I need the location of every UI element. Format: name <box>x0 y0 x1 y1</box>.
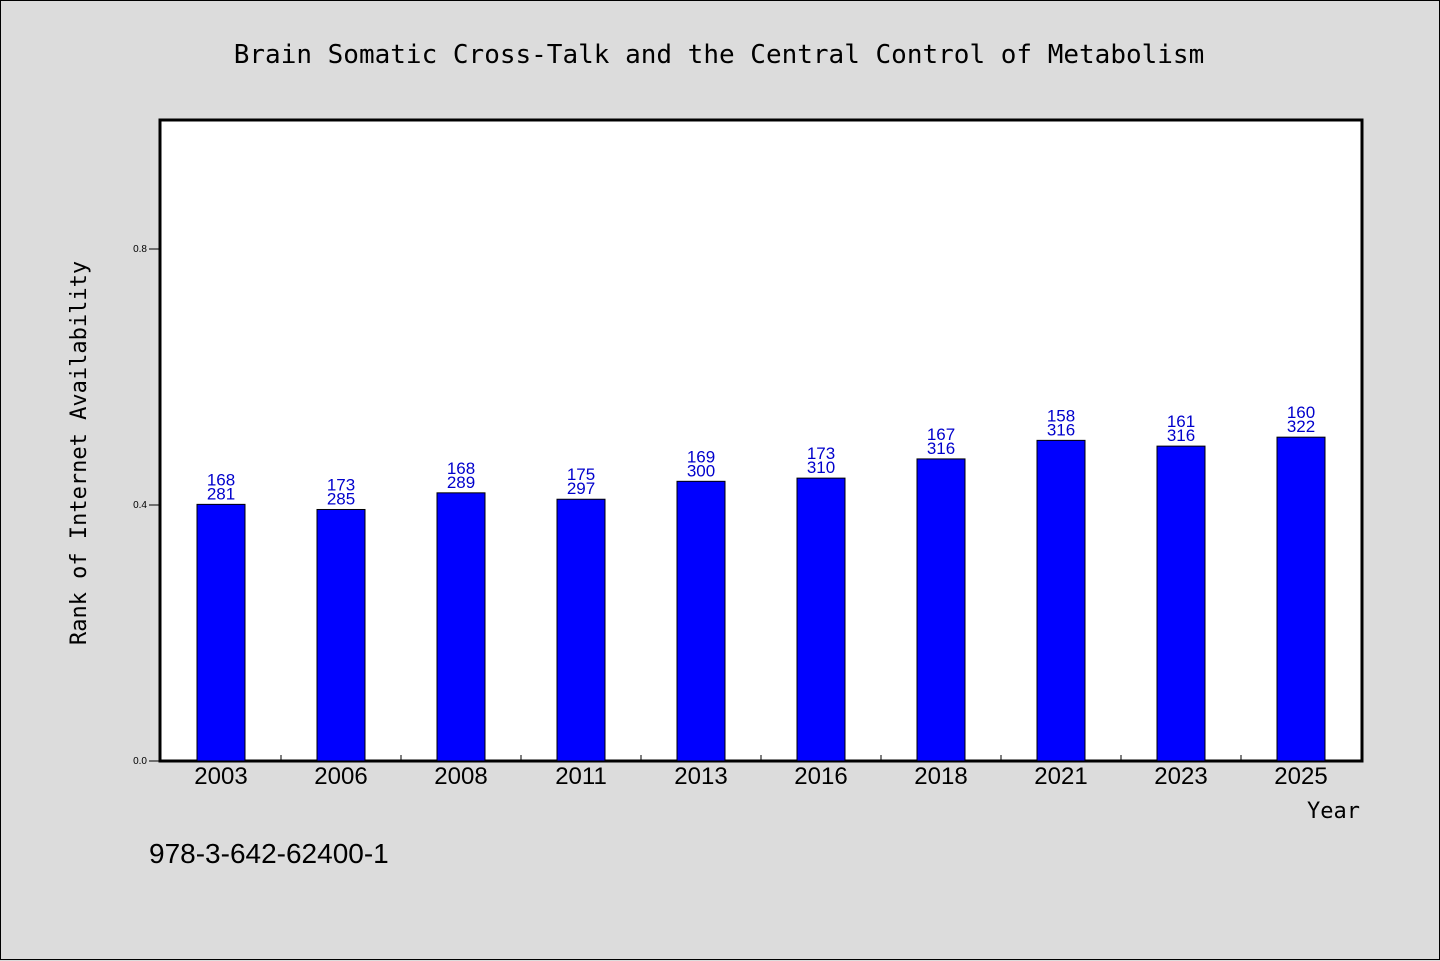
bar-label-bottom-2003: 281 <box>207 484 235 503</box>
bar-label-bottom-2018: 316 <box>927 439 955 458</box>
bar-label-top-2016: 173 <box>807 444 835 463</box>
y-tick-label: 0.0 <box>133 756 147 767</box>
bar-label-bottom-2008: 289 <box>447 473 475 492</box>
bar-label-top-2023: 161 <box>1167 412 1195 431</box>
bar-label-top-2008: 168 <box>447 459 475 478</box>
bar-2006 <box>316 508 366 762</box>
bar-label-bottom-2021: 316 <box>1047 420 1075 439</box>
bar-label-top-2013: 169 <box>687 447 715 466</box>
x-tick-label-2018: 2018 <box>914 763 967 790</box>
bar-2008 <box>436 492 486 762</box>
x-tick-label-2006: 2006 <box>314 763 367 790</box>
x-tick-label-2023: 2023 <box>1154 763 1207 790</box>
chart-title: Brain Somatic Cross-Talk and the Central… <box>234 40 1205 70</box>
bar-label-top-2025: 160 <box>1287 403 1315 422</box>
x-axis-label: Year <box>1307 799 1360 824</box>
y-tick-label: 0.4 <box>133 500 147 511</box>
bar-label-top-2003: 168 <box>207 470 235 489</box>
bar-2025 <box>1276 436 1326 762</box>
bar-label-bottom-2016: 310 <box>807 458 835 477</box>
y-tick-label: 0.8 <box>133 244 147 255</box>
bar-label-bottom-2011: 297 <box>567 479 595 498</box>
bar-label-bottom-2006: 285 <box>327 489 355 508</box>
bar-2011 <box>556 498 606 762</box>
x-tick-label-2016: 2016 <box>794 763 847 790</box>
bar-2018 <box>916 458 966 762</box>
x-tick-label-2021: 2021 <box>1034 763 1087 790</box>
bar-label-bottom-2013: 300 <box>687 461 715 480</box>
bar-label-bottom-2025: 322 <box>1287 417 1315 436</box>
x-tick-label-2011: 2011 <box>555 763 607 790</box>
x-axis: 2003 2006 2008 2011 2013 2016 2018 2021 2023 2025 <box>194 755 1328 790</box>
bar-2016 <box>796 477 846 762</box>
bar-label-bottom-2023: 316 <box>1167 426 1195 445</box>
y-axis-label: Rank of Internet Availability <box>67 261 92 645</box>
y-axis: 0.0 0.4 0.8 <box>133 244 161 767</box>
bar-2021 <box>1036 439 1086 762</box>
bar-label-top-2006: 173 <box>327 475 355 494</box>
x-tick-label-2008: 2008 <box>434 763 487 790</box>
bar-label-top-2018: 167 <box>927 425 955 444</box>
bars-layer <box>196 436 1326 762</box>
x-tick-label-2025: 2025 <box>1274 763 1327 790</box>
bar-2003 <box>196 503 246 762</box>
bar-2023 <box>1156 445 1206 762</box>
bar-label-top-2021: 158 <box>1047 406 1075 425</box>
isbn-footer: 978-3-642-62400-1 <box>149 838 389 869</box>
x-tick-label-2013: 2013 <box>674 763 727 790</box>
x-tick-label-2003: 2003 <box>194 763 247 790</box>
bar-label-top-2011: 175 <box>567 465 595 484</box>
bar-2013 <box>676 480 726 762</box>
